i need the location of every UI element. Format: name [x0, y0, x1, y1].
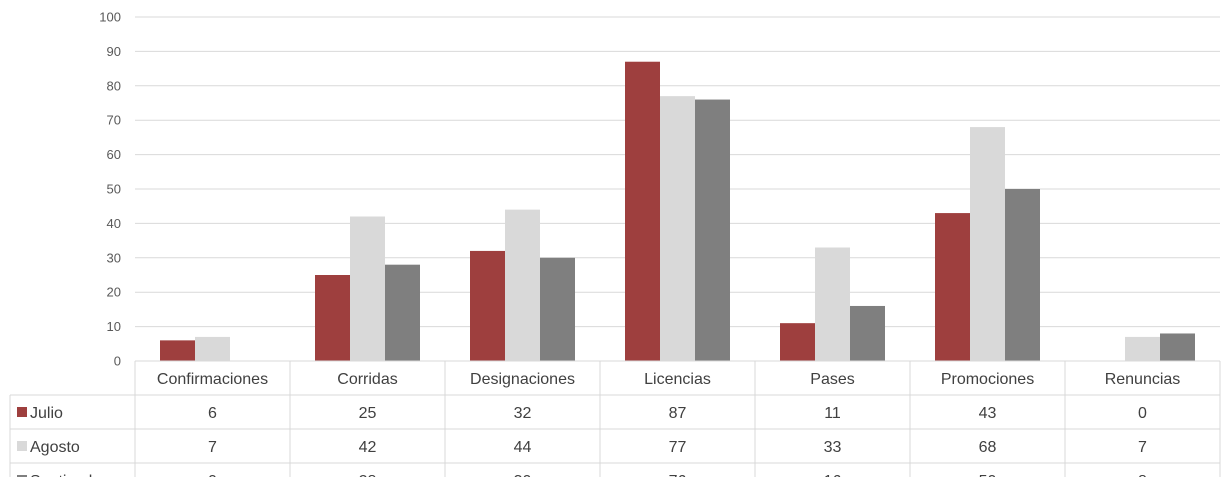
bar-agosto-designaciones: [505, 209, 540, 361]
data-label-agosto-confirmaciones: 7: [208, 439, 217, 456]
y-tick-label: 80: [107, 78, 121, 93]
legend-swatch-julio: [17, 407, 27, 417]
bar-septiembre-pases: [850, 305, 885, 361]
y-axis-tick-labels: 0 10 20 30 40 50 60 70 80 90 100: [99, 10, 121, 369]
y-tick-label: 40: [107, 216, 121, 231]
data-label-julio-promociones: 43: [979, 405, 997, 422]
data-label-agosto-licencias: 77: [669, 439, 687, 456]
bar-julio-promociones: [935, 213, 970, 361]
category-label-promociones: Promociones: [941, 371, 1034, 388]
data-label-agosto-pases: 33: [824, 439, 842, 456]
bar-agosto-licencias: [660, 96, 695, 362]
legend-label-agosto: Agosto: [30, 439, 80, 456]
data-label-julio-renuncias: 0: [1138, 405, 1147, 422]
bar-julio-corridas: [315, 275, 350, 361]
data-label-septiembre-confirmaciones: 0: [208, 473, 217, 477]
bar-julio-licencias: [625, 61, 660, 361]
data-label-julio-confirmaciones: 6: [208, 405, 217, 422]
category-label-corridas: Corridas: [337, 371, 397, 388]
bar-julio-pases: [780, 323, 815, 361]
category-label-designaciones: Designaciones: [470, 371, 575, 388]
y-tick-label: 50: [107, 182, 121, 197]
y-tick-label: 60: [107, 147, 121, 162]
y-tick-label: 0: [114, 354, 121, 369]
bar-agosto-renuncias: [1125, 336, 1160, 361]
category-label-renuncias: Renuncias: [1105, 371, 1181, 388]
data-label-septiembre-licencias: 76: [669, 473, 687, 477]
bar-septiembre-designaciones: [540, 257, 575, 361]
data-label-septiembre-designaciones: 30: [514, 473, 532, 477]
data-label-septiembre-corridas: 28: [359, 473, 377, 477]
bar-agosto-corridas: [350, 216, 385, 361]
data-label-agosto-promociones: 68: [979, 439, 997, 456]
data-table: Confirmaciones Corridas Designaciones Licen…: [9, 360, 1221, 477]
category-label-licencias: Licencias: [644, 371, 711, 388]
data-label-agosto-corridas: 42: [359, 439, 377, 456]
data-label-agosto-designaciones: 44: [514, 439, 532, 456]
legend-swatch-agosto: [17, 441, 27, 451]
bars: [160, 61, 1195, 362]
data-label-septiembre-pases: 16: [824, 473, 842, 477]
legend-label-septiembre: Septiembre: [30, 473, 112, 477]
category-label-confirmaciones: Confirmaciones: [157, 371, 268, 388]
y-tick-label: 70: [107, 113, 121, 128]
y-tick-label: 100: [99, 10, 121, 25]
y-tick-label: 90: [107, 44, 121, 59]
bar-julio-designaciones: [470, 250, 505, 361]
bar-julio-confirmaciones: [160, 340, 195, 361]
bar-septiembre-renuncias: [1160, 333, 1195, 361]
bar-septiembre-licencias: [695, 99, 730, 361]
data-label-julio-designaciones: 32: [514, 405, 532, 422]
bar-septiembre-promociones: [1005, 189, 1040, 361]
data-label-septiembre-renuncias: 8: [1138, 473, 1147, 477]
bar-agosto-pases: [815, 247, 850, 361]
legend-swatch-septiembre: [17, 475, 27, 477]
data-label-septiembre-promociones: 50: [979, 473, 997, 477]
y-tick-label: 10: [107, 319, 121, 334]
data-label-julio-pases: 11: [824, 405, 841, 422]
data-label-julio-licencias: 87: [669, 405, 687, 422]
bar-agosto-promociones: [970, 127, 1005, 361]
y-tick-label: 30: [107, 250, 121, 265]
legend-label-julio: Julio: [30, 405, 63, 422]
category-label-pases: Pases: [810, 371, 854, 388]
data-label-agosto-renuncias: 7: [1138, 439, 1147, 456]
bar-agosto-confirmaciones: [195, 336, 230, 361]
y-tick-label: 20: [107, 285, 121, 300]
data-label-julio-corridas: 25: [359, 405, 377, 422]
bar-septiembre-corridas: [385, 264, 420, 361]
